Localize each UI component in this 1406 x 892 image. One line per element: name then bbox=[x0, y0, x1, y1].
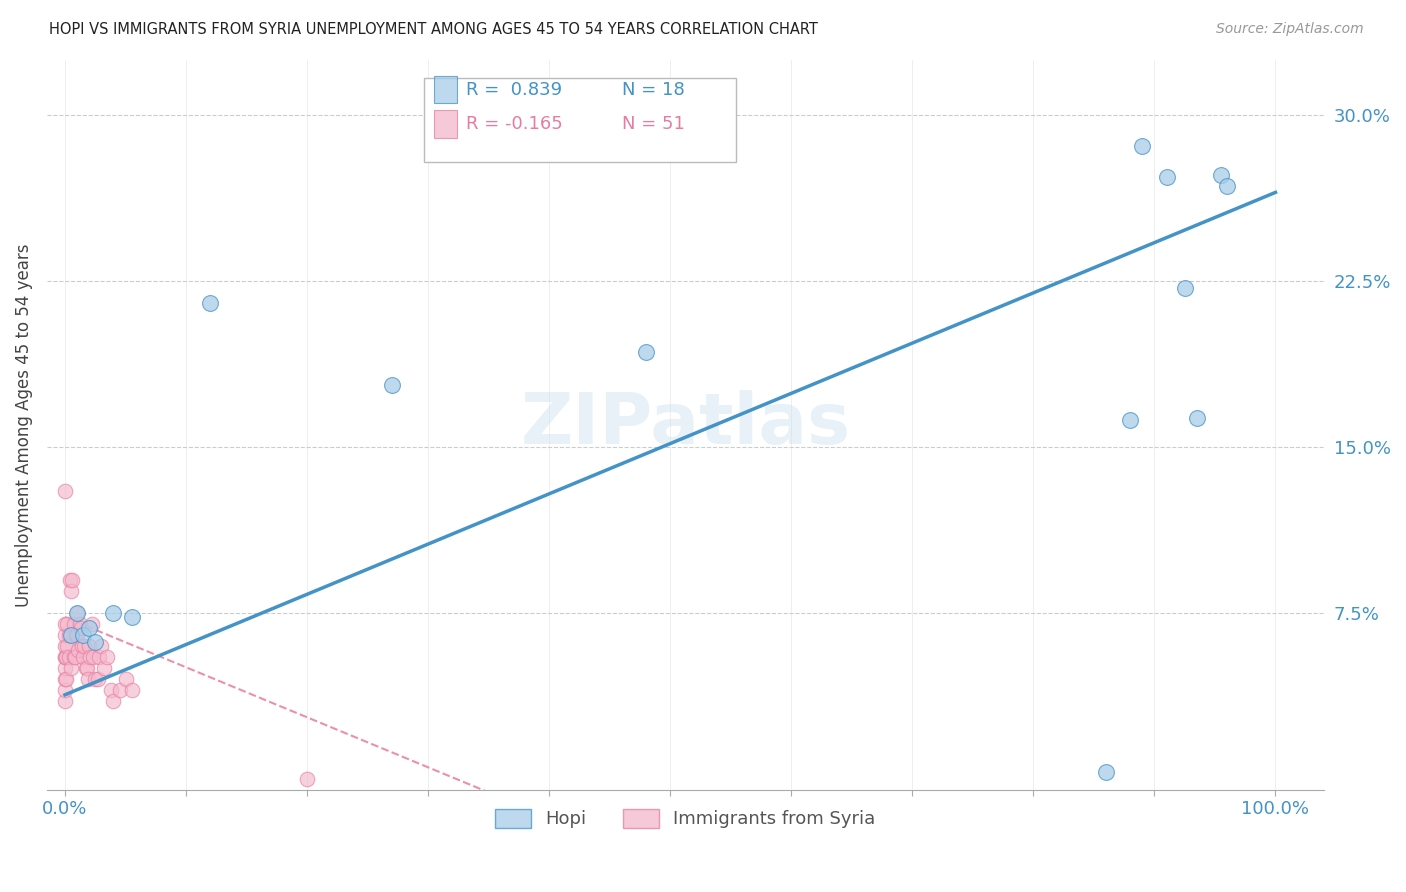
Point bbox=[60, 583, 83, 598]
Point bbox=[65, 628, 87, 642]
Point bbox=[55, 673, 77, 687]
Point bbox=[295, 772, 318, 786]
Point bbox=[69, 616, 91, 631]
Point bbox=[84, 634, 107, 648]
Point bbox=[66, 628, 89, 642]
Point bbox=[100, 683, 122, 698]
Text: N = 51: N = 51 bbox=[621, 115, 685, 133]
Point bbox=[66, 606, 89, 620]
Point bbox=[82, 650, 104, 665]
Point bbox=[53, 683, 76, 698]
Point bbox=[56, 639, 79, 653]
Y-axis label: Unemployment Among Ages 45 to 54 years: Unemployment Among Ages 45 to 54 years bbox=[15, 243, 32, 607]
Point bbox=[1095, 765, 1118, 780]
Point bbox=[73, 639, 96, 653]
Point bbox=[1209, 168, 1232, 182]
Point bbox=[381, 378, 404, 392]
Point bbox=[200, 296, 222, 310]
Point bbox=[70, 639, 93, 653]
Point bbox=[87, 650, 110, 665]
Point bbox=[1216, 178, 1239, 193]
Point bbox=[67, 643, 90, 657]
FancyBboxPatch shape bbox=[434, 76, 457, 103]
Point bbox=[108, 683, 131, 698]
Text: Source: ZipAtlas.com: Source: ZipAtlas.com bbox=[1216, 22, 1364, 37]
Point bbox=[121, 683, 143, 698]
Point bbox=[77, 673, 100, 687]
Text: HOPI VS IMMIGRANTS FROM SYRIA UNEMPLOYMENT AMONG AGES 45 TO 54 YEARS CORRELATION: HOPI VS IMMIGRANTS FROM SYRIA UNEMPLOYME… bbox=[49, 22, 818, 37]
Point bbox=[84, 673, 107, 687]
Point bbox=[60, 628, 83, 642]
Point bbox=[77, 621, 100, 635]
FancyBboxPatch shape bbox=[434, 110, 457, 137]
Point bbox=[53, 650, 76, 665]
Text: N = 18: N = 18 bbox=[621, 80, 685, 98]
Point bbox=[1185, 411, 1208, 425]
Point bbox=[96, 650, 118, 665]
Point bbox=[79, 650, 101, 665]
Point bbox=[103, 606, 125, 620]
Point bbox=[53, 484, 76, 499]
Point bbox=[53, 616, 76, 631]
Text: R = -0.165: R = -0.165 bbox=[465, 115, 562, 133]
Point bbox=[58, 650, 80, 665]
Point bbox=[103, 694, 125, 708]
Point bbox=[1174, 280, 1197, 294]
Point bbox=[53, 628, 76, 642]
Point bbox=[114, 673, 136, 687]
Point bbox=[1156, 169, 1178, 184]
Legend: Hopi, Immigrants from Syria: Hopi, Immigrants from Syria bbox=[488, 802, 883, 836]
Point bbox=[76, 661, 98, 675]
Point bbox=[59, 573, 82, 587]
Point bbox=[1130, 139, 1153, 153]
Point bbox=[62, 616, 84, 631]
Point bbox=[69, 621, 91, 635]
Point bbox=[58, 628, 80, 642]
Point bbox=[93, 661, 115, 675]
Point bbox=[60, 573, 83, 587]
Point bbox=[62, 650, 84, 665]
Point bbox=[121, 610, 143, 624]
Text: R =  0.839: R = 0.839 bbox=[465, 80, 562, 98]
Point bbox=[60, 661, 83, 675]
Point bbox=[77, 639, 100, 653]
Point bbox=[53, 673, 76, 687]
Point bbox=[53, 694, 76, 708]
Point bbox=[66, 606, 89, 620]
Text: ZIPatlas: ZIPatlas bbox=[520, 391, 851, 459]
Point bbox=[53, 650, 76, 665]
Point bbox=[53, 661, 76, 675]
Point bbox=[634, 344, 657, 359]
Point bbox=[63, 650, 86, 665]
Point bbox=[90, 639, 112, 653]
Point bbox=[72, 650, 94, 665]
Point bbox=[72, 628, 94, 642]
Point bbox=[53, 639, 76, 653]
Point bbox=[56, 616, 79, 631]
FancyBboxPatch shape bbox=[423, 78, 737, 161]
Point bbox=[80, 616, 103, 631]
Point bbox=[55, 650, 77, 665]
Point bbox=[75, 661, 97, 675]
Point bbox=[87, 673, 110, 687]
Point bbox=[1119, 413, 1142, 427]
